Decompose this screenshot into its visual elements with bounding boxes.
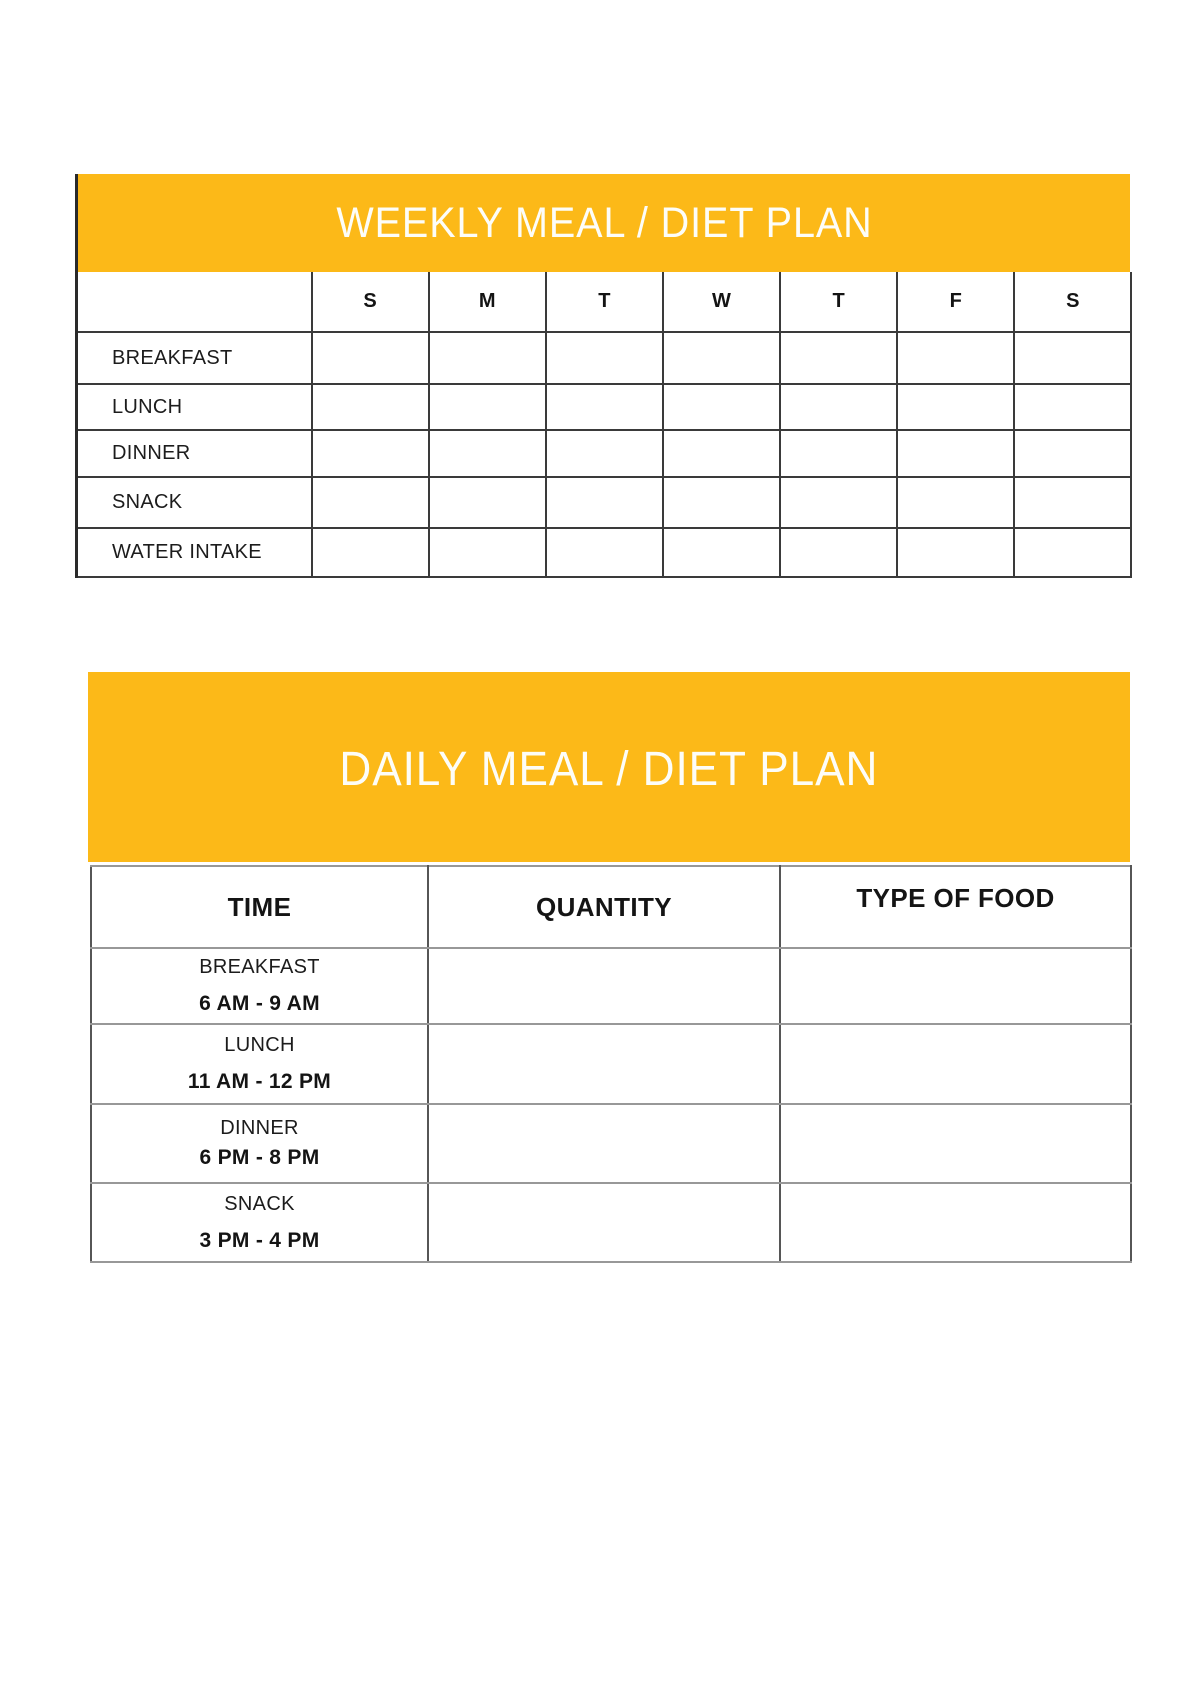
weekly-empty-cell — [544, 383, 664, 431]
daily-row-lunch: LUNCH 11 AM - 12 PM — [90, 1023, 1132, 1105]
weekly-day-header: W — [661, 272, 782, 333]
meal-name: SNACK — [224, 1192, 295, 1215]
weekly-empty-cell — [544, 331, 664, 385]
daily-time-cell: BREAKFAST 6 AM - 9 AM — [90, 947, 429, 1025]
weekly-empty-cell — [778, 429, 899, 478]
weekly-empty-cell — [1013, 383, 1133, 431]
weekly-empty-cell — [778, 476, 899, 529]
weekly-day-header: T — [544, 272, 664, 333]
weekly-empty-cell — [310, 476, 430, 529]
daily-empty-cell — [427, 1103, 781, 1184]
weekly-empty-cell — [310, 527, 430, 578]
weekly-empty-cell — [544, 429, 664, 478]
weekly-empty-cell — [544, 527, 664, 578]
weekly-row-label: BREAKFAST — [75, 331, 313, 385]
daily-row-breakfast: BREAKFAST 6 AM - 9 AM — [90, 947, 1132, 1025]
daily-row-snack: SNACK 3 PM - 4 PM — [90, 1182, 1132, 1263]
meal-time-range: 11 AM - 12 PM — [187, 1070, 332, 1093]
weekly-empty-cell — [310, 429, 430, 478]
weekly-empty-cell — [778, 383, 899, 431]
weekly-empty-cell — [427, 429, 547, 478]
weekly-day-header: S — [310, 272, 430, 333]
meal-name: BREAKFAST — [199, 956, 320, 978]
daily-empty-cell — [427, 1182, 781, 1263]
daily-time-cell: DINNER 6 PM - 8 PM — [90, 1103, 429, 1184]
weekly-corner-cell — [75, 272, 313, 333]
daily-empty-cell — [779, 1182, 1132, 1263]
daily-plan-banner: DAILY MEAL / DIET PLAN — [88, 672, 1130, 862]
weekly-plan-banner: WEEKLY MEAL / DIET PLAN — [75, 174, 1130, 272]
meal-time-range: 6 PM - 8 PM — [199, 1146, 320, 1169]
weekly-empty-cell — [896, 476, 1016, 529]
weekly-empty-cell — [896, 429, 1016, 478]
daily-empty-cell — [779, 1023, 1132, 1105]
daily-empty-cell — [427, 947, 781, 1025]
weekly-plan-table: S M T W T F S BREAKFAST LUNCH — [75, 272, 1133, 578]
daily-column-header-time: TIME — [90, 865, 429, 949]
weekly-plan-title: WEEKLY MEAL / DIET PLAN — [335, 198, 873, 247]
weekly-empty-cell — [661, 476, 782, 529]
weekly-empty-cell — [661, 383, 782, 431]
weekly-row-label: LUNCH — [75, 383, 313, 431]
weekly-row-dinner: DINNER — [75, 429, 1133, 478]
weekly-empty-cell — [427, 331, 547, 385]
weekly-empty-cell — [1013, 476, 1133, 529]
weekly-day-header: F — [896, 272, 1016, 333]
daily-column-header-type-of-food: TYPE OF FOOD — [779, 865, 1132, 949]
meal-name: LUNCH — [224, 1034, 295, 1056]
weekly-empty-cell — [310, 331, 430, 385]
weekly-row-snack: SNACK — [75, 476, 1133, 529]
weekly-empty-cell — [310, 383, 430, 431]
daily-plan-table: TIME QUANTITY TYPE OF FOOD BREAKFAST 6 A… — [90, 865, 1132, 1263]
weekly-row-label: DINNER — [75, 429, 313, 478]
daily-empty-cell — [427, 1023, 781, 1105]
weekly-empty-cell — [427, 383, 547, 431]
weekly-row-label: WATER INTAKE — [75, 527, 313, 578]
weekly-row-breakfast: BREAKFAST — [75, 331, 1133, 385]
weekly-empty-cell — [661, 429, 782, 478]
weekly-day-header-row: S M T W T F S — [75, 272, 1133, 333]
weekly-empty-cell — [778, 331, 899, 385]
daily-empty-cell — [779, 1103, 1132, 1184]
daily-header-row: TIME QUANTITY TYPE OF FOOD — [90, 865, 1132, 949]
daily-time-cell: SNACK 3 PM - 4 PM — [90, 1182, 429, 1263]
daily-row-dinner: DINNER 6 PM - 8 PM — [90, 1103, 1132, 1184]
meal-time-range: 3 PM - 4 PM — [199, 1228, 320, 1252]
weekly-row-label: SNACK — [75, 476, 313, 529]
weekly-day-header: M — [427, 272, 547, 333]
weekly-empty-cell — [427, 527, 547, 578]
daily-time-cell: LUNCH 11 AM - 12 PM — [90, 1023, 429, 1105]
meal-time-range: 6 AM - 9 AM — [199, 992, 320, 1015]
weekly-empty-cell — [778, 527, 899, 578]
daily-plan-title: DAILY MEAL / DIET PLAN — [339, 742, 879, 796]
weekly-empty-cell — [427, 476, 547, 529]
weekly-empty-cell — [1013, 527, 1133, 578]
weekly-empty-cell — [544, 476, 664, 529]
weekly-row-lunch: LUNCH — [75, 383, 1133, 431]
weekly-empty-cell — [661, 331, 782, 385]
weekly-empty-cell — [896, 383, 1016, 431]
weekly-row-water-intake: WATER INTAKE — [75, 527, 1133, 578]
weekly-day-header: T — [778, 272, 899, 333]
daily-column-header-quantity: QUANTITY — [427, 865, 781, 949]
weekly-empty-cell — [1013, 331, 1133, 385]
weekly-empty-cell — [896, 527, 1016, 578]
weekly-empty-cell — [896, 331, 1016, 385]
daily-empty-cell — [779, 947, 1132, 1025]
weekly-day-header: S — [1013, 272, 1133, 333]
weekly-empty-cell — [661, 527, 782, 578]
meal-name: DINNER — [220, 1117, 299, 1139]
weekly-empty-cell — [1013, 429, 1133, 478]
